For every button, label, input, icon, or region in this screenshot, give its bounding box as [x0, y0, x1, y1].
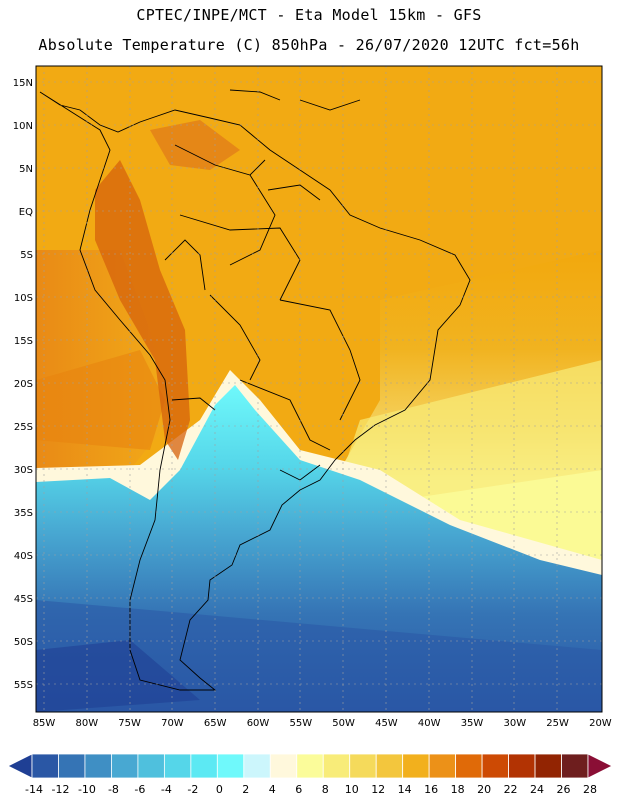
legend-arrow-high: [587, 753, 613, 779]
longitude-label-45W: 45W: [375, 718, 398, 729]
legend-swatch: [402, 753, 430, 779]
legend-tick-label: 18: [451, 783, 465, 796]
latitude-label-5N: 5N: [19, 164, 33, 175]
legend-tick-label: 12: [371, 783, 385, 796]
legend-swatch: [137, 753, 165, 779]
color-legend: -14 -12 -10 -8 -6 -4 -2 0 2 4 6 8 10 12 14 16 18 20 22 24 26…: [7, 753, 613, 796]
legend-tick-label: -2: [187, 783, 198, 796]
legend-swatch: [534, 753, 562, 779]
latitude-label-55S: 55S: [14, 680, 33, 691]
map-frame: [35, 65, 603, 713]
legend-swatch: [375, 753, 404, 779]
andes-hot-strip: [95, 160, 190, 460]
legend-tick-label: 24: [530, 783, 544, 796]
legend-swatch: [349, 753, 377, 779]
latitude-label-5S: 5S: [20, 250, 33, 261]
latitude-label-35S: 35S: [14, 508, 33, 519]
legend-swatch: [216, 753, 245, 779]
longitude-label-70W: 70W: [161, 718, 184, 729]
longitude-label-85W: 85W: [33, 718, 56, 729]
longitude-label-35W: 35W: [461, 718, 484, 729]
latitude-label-45S: 45S: [14, 594, 33, 605]
legend-tick-label: 10: [345, 783, 359, 796]
legend-tick-label: -10: [78, 783, 96, 796]
legend-swatch: [322, 753, 351, 779]
legend-swatch: [455, 753, 483, 779]
legend-swatch: [84, 753, 112, 779]
legend-tick-label: -8: [108, 783, 119, 796]
longitude-label-55W: 55W: [289, 718, 312, 729]
legend-tick-label: -6: [134, 783, 145, 796]
legend-tick-label: 26: [557, 783, 571, 796]
latitude-label-15S: 15S: [14, 336, 33, 347]
longitude-label-80W: 80W: [75, 718, 98, 729]
legend-arrow-low: [7, 753, 33, 779]
legend-swatch: [561, 753, 589, 779]
legend-tick-label: 20: [477, 783, 491, 796]
legend-tick-label: 14: [398, 783, 412, 796]
legend-tick-label: 2: [242, 783, 249, 796]
map-title-line-2: Absolute Temperature (C) 850hPa - 26/07/…: [38, 36, 580, 54]
northern-hot-zone: [150, 120, 240, 170]
legend-swatch: [269, 753, 298, 779]
legend-tick-label: 8: [322, 783, 329, 796]
legend-swatch: [508, 753, 536, 779]
legend-tick-label: 28: [583, 783, 597, 796]
legend-tick-label: 22: [504, 783, 518, 796]
legend-swatch: [243, 753, 271, 779]
latitude-labels: 15N 10N 5N EQ 5S 10S 15S 20S 25S 30S 35S 40S 45S 50S 5…: [13, 78, 33, 691]
longitude-label-65W: 65W: [204, 718, 227, 729]
legend-tick-label: -12: [51, 783, 69, 796]
longitude-label-40W: 40W: [418, 718, 441, 729]
legend-tick-label: 16: [424, 783, 438, 796]
longitude-label-75W: 75W: [118, 718, 141, 729]
graticule: [36, 66, 602, 712]
longitude-label-20W: 20W: [589, 718, 612, 729]
longitude-label-30W: 30W: [503, 718, 526, 729]
legend-swatch: [31, 753, 59, 779]
latitude-label-10N: 10N: [13, 121, 33, 132]
legend-swatch: [296, 753, 324, 779]
latitude-label-10S: 10S: [14, 293, 33, 304]
longitude-label-50W: 50W: [332, 718, 355, 729]
legend-swatch: [190, 753, 218, 779]
latitude-label-40S: 40S: [14, 551, 33, 562]
coldest-southwest: [36, 640, 200, 712]
legend-tick-label: 6: [295, 783, 302, 796]
map-title-line-1: CPTEC/INPE/MCT - Eta Model 15km - GFS: [136, 6, 482, 24]
longitude-label-60W: 60W: [247, 718, 270, 729]
longitude-labels: 85W 80W 75W 70W 65W 60W 55W 50W 45W 40W 35W 30W 25W 2…: [33, 718, 612, 729]
legend-swatch: [58, 753, 86, 779]
latitude-label-EQ: EQ: [19, 207, 33, 218]
latitude-label-50S: 50S: [14, 637, 33, 648]
latitude-label-30S: 30S: [14, 465, 33, 476]
latitude-label-25S: 25S: [14, 422, 33, 433]
longitude-label-25W: 25W: [546, 718, 569, 729]
legend-swatch: [428, 753, 457, 779]
legend-tick-label: -4: [161, 783, 172, 796]
legend-tick-label: -14: [25, 783, 43, 796]
legend-swatch: [481, 753, 509, 779]
latitude-label-20S: 20S: [14, 379, 33, 390]
pacific-hot-core: [36, 350, 165, 450]
temperature-map: 15N 10N 5N EQ 5S 10S 15S 20S 25S 30S 35S 40S 45S 50S 5…: [13, 65, 612, 729]
legend-tick-label: 0: [216, 783, 223, 796]
latitude-label-15N: 15N: [13, 78, 33, 89]
legend-swatch: [163, 753, 192, 779]
legend-tick-label: 4: [269, 783, 276, 796]
legend-swatch: [111, 753, 139, 779]
